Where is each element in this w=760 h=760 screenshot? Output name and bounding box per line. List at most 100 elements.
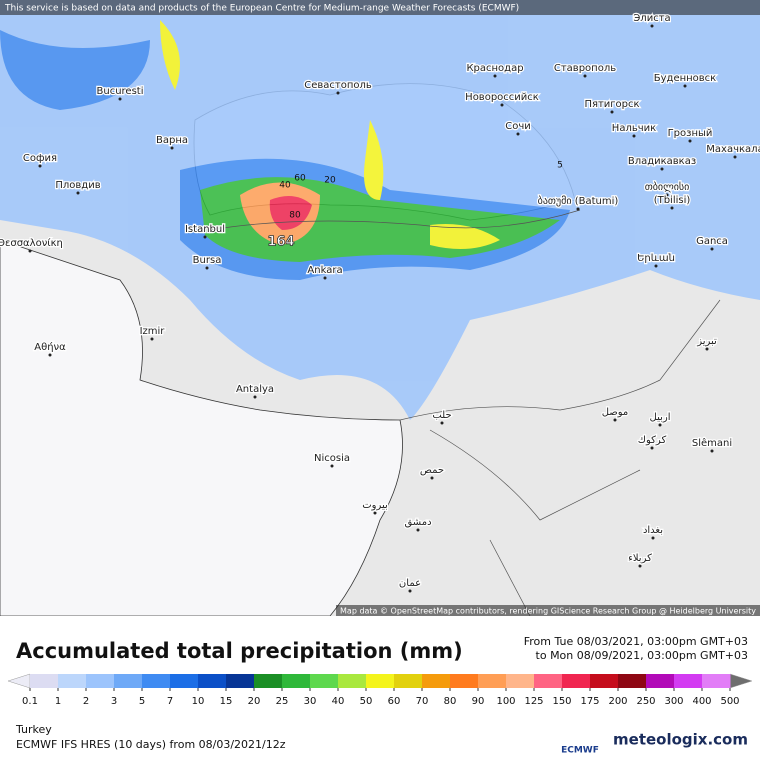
- colorbar-tick-label: 80: [444, 696, 457, 707]
- colorbar-cell: [366, 674, 395, 688]
- borders: [209, 209, 721, 616]
- city-dot: [650, 446, 654, 450]
- colorbar-tick-label: 2: [83, 696, 89, 707]
- attribution: Map data © OpenStreetMap contributors, r…: [340, 607, 756, 616]
- colorbar-cell: [86, 674, 115, 688]
- colorbar-cell: [226, 674, 255, 688]
- city-dot: [610, 110, 614, 114]
- colorbar-tick-label: 50: [360, 696, 373, 707]
- city-label: Երևան: [637, 253, 675, 264]
- colorbar-cell: [254, 674, 283, 688]
- period-from: From Tue 08/03/2021, 03:00pm GMT+03: [524, 635, 748, 648]
- colorbar-tick-label: 0.1: [22, 696, 38, 707]
- city-dot: [665, 193, 669, 197]
- city-dot: [613, 418, 617, 422]
- colorbar-cell: [590, 674, 619, 688]
- city-dot: [38, 164, 42, 168]
- city-dot: [500, 103, 504, 107]
- city-label: Bursa: [193, 255, 222, 266]
- city-label: Istanbul: [185, 224, 225, 235]
- city-dot: [203, 235, 207, 239]
- city-dot: [205, 266, 209, 270]
- city-dot: [658, 423, 662, 427]
- city-dot: [76, 191, 80, 195]
- city-dot: [493, 74, 497, 78]
- city-label: თბილისი: [645, 181, 690, 193]
- colorbar-cell: [506, 674, 535, 688]
- contour-label: 5: [557, 161, 563, 171]
- city-label: تبريز: [696, 336, 717, 347]
- city-dot: [416, 528, 420, 532]
- logo-meteologix: meteologix.com: [613, 731, 748, 749]
- city-label: Antalya: [236, 384, 274, 395]
- contour-label: 80: [289, 211, 301, 221]
- colorbar-cell: [394, 674, 423, 688]
- city-label: دمشق: [404, 517, 431, 528]
- city-label: (Tbilisi): [654, 195, 691, 206]
- notice: This service is based on data and produc…: [4, 4, 519, 14]
- logo-ecmwf: ECMWF: [561, 746, 599, 756]
- colorbar-cell: [142, 674, 171, 688]
- period-to: to Mon 08/09/2021, 03:00pm GMT+03: [536, 649, 748, 662]
- colorbar-cell: [534, 674, 563, 688]
- contour-label: 20: [324, 176, 336, 186]
- city-label: حلب: [432, 410, 451, 421]
- map: This service is based on data and produc…: [0, 0, 760, 616]
- colorbar-cell: [282, 674, 311, 688]
- region: Turkey: [15, 723, 52, 736]
- precipitation: [0, 0, 760, 420]
- city-label: حمص: [420, 465, 444, 476]
- colorbar-tick-label: 400: [692, 696, 711, 707]
- colorbar-tick-label: 300: [664, 696, 683, 707]
- colorbar-tick-label: 100: [496, 696, 515, 707]
- city-dot: [654, 264, 658, 268]
- city-label: بيروت: [362, 500, 388, 511]
- colorbar-tick-label: 3: [111, 696, 117, 707]
- city-label: كربلاء: [628, 553, 652, 564]
- colorbar-cell: [170, 674, 199, 688]
- city-label: Махачкала: [706, 144, 760, 155]
- city-dot: [705, 347, 709, 351]
- colorbar-cell: [646, 674, 675, 688]
- model: ECMWF IFS HRES (10 days) from 08/03/2021…: [16, 738, 286, 751]
- city-label: Новороссийск: [465, 92, 539, 103]
- colorbar-tick-label: 90: [472, 696, 485, 707]
- colorbar-cell: [562, 674, 591, 688]
- city-label: Буденновск: [654, 73, 716, 84]
- city-dot: [710, 247, 714, 251]
- city-label: اربيل: [650, 412, 671, 423]
- colorbar-tick-label: 175: [580, 696, 599, 707]
- city-label: Nicosia: [314, 453, 350, 464]
- attribution-bar: [336, 605, 760, 616]
- colorbar-tick-label: 150: [552, 696, 571, 707]
- city-label: كركوك: [638, 435, 667, 446]
- city-label: Нальчик: [612, 123, 656, 134]
- city-dot: [330, 464, 334, 468]
- city-dot: [28, 249, 32, 253]
- colorbar-cell: [478, 674, 507, 688]
- city-dot: [688, 139, 692, 143]
- city-label: موصل: [602, 407, 629, 418]
- colorbar-cell: [310, 674, 339, 688]
- city-dot: [170, 146, 174, 150]
- city-dot: [253, 395, 257, 399]
- city-dot: [118, 97, 122, 101]
- city-dot: [576, 207, 580, 211]
- colorbar-tick-label: 500: [720, 696, 739, 707]
- city-dot: [323, 276, 327, 280]
- colorbar-cell: [618, 674, 647, 688]
- city-label: Ganca: [696, 236, 728, 247]
- city-dot: [430, 476, 434, 480]
- city-label: Slêmani: [692, 437, 732, 449]
- colorbar-tick-label: 10: [192, 696, 205, 707]
- notice-bar: [0, 0, 760, 15]
- city-label: Грозный: [668, 128, 713, 139]
- city-dot: [632, 134, 636, 138]
- city-label: Bucuresti: [97, 86, 144, 97]
- city-dot: [660, 167, 664, 171]
- colorbar-cell: [58, 674, 87, 688]
- colorbar-cell: [114, 674, 143, 688]
- city-dot: [150, 337, 154, 341]
- colorbar-tick-label: 250: [636, 696, 655, 707]
- city-label: Izmir: [140, 326, 166, 337]
